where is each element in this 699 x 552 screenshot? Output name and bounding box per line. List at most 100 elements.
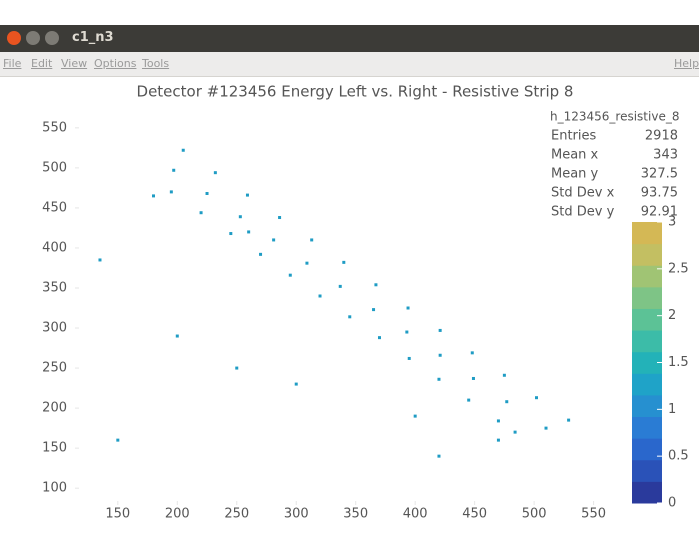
- data-point: [502, 373, 506, 377]
- data-point: [305, 261, 309, 265]
- color-bar-segment: [632, 308, 662, 331]
- y-tick-label: 350: [42, 280, 67, 295]
- data-point: [471, 376, 475, 380]
- y-tick-label: 250: [42, 361, 67, 376]
- color-bar-segment: [632, 265, 662, 288]
- x-tick-label: 400: [403, 507, 428, 522]
- data-point: [437, 377, 441, 381]
- stats-value: 92.91: [641, 205, 678, 220]
- data-point: [438, 328, 442, 332]
- z-tick-label: 3: [668, 215, 676, 230]
- stats-value: 327.5: [641, 167, 678, 182]
- data-point: [534, 396, 538, 400]
- data-point: [272, 238, 276, 242]
- stats-label: Entries: [551, 129, 597, 144]
- x-tick-label: 200: [165, 507, 190, 522]
- title-bar: c1_n3: [0, 25, 699, 52]
- z-tick-label: 2.5: [668, 261, 689, 276]
- menu-item[interactable]: Options: [94, 57, 137, 70]
- minimize-button[interactable]: [26, 31, 40, 45]
- x-tick-label: 150: [105, 507, 130, 522]
- y-tick-label: 300: [42, 321, 67, 336]
- y-tick-label: 200: [42, 401, 67, 416]
- data-point: [567, 418, 571, 422]
- menu-item[interactable]: View: [61, 57, 88, 70]
- data-point: [238, 215, 242, 219]
- x-tick-label: 250: [224, 507, 249, 522]
- data-point: [247, 230, 251, 234]
- data-point: [513, 430, 517, 434]
- data-point: [413, 414, 417, 418]
- color-bar-segment: [632, 351, 662, 374]
- menu-item[interactable]: Tools: [142, 57, 170, 70]
- color-bar-segment: [632, 243, 662, 266]
- y-tick-label: 400: [42, 240, 67, 255]
- y-tick-label: 150: [42, 441, 67, 456]
- data-point: [310, 238, 314, 242]
- color-bar-segment: [632, 286, 662, 309]
- data-point: [205, 191, 209, 195]
- z-tick-label: 1.5: [668, 355, 689, 370]
- data-point: [496, 419, 500, 423]
- data-point: [407, 356, 411, 360]
- stats-label: Std Dev x: [551, 186, 615, 201]
- data-point: [377, 336, 381, 340]
- color-bar-segment: [632, 330, 662, 353]
- data-point: [405, 330, 409, 334]
- stats-label: Mean y: [551, 167, 599, 182]
- y-tick-label: 450: [42, 200, 67, 215]
- color-bar-segment: [632, 416, 662, 439]
- x-tick-label: 300: [284, 507, 309, 522]
- data-point: [437, 454, 441, 458]
- y-tick-label: 550: [42, 120, 67, 135]
- data-point: [245, 193, 249, 197]
- data-point: [342, 260, 346, 264]
- y-tick-label: 500: [42, 160, 67, 175]
- stats-value: 93.75: [641, 186, 678, 201]
- data-point: [496, 438, 500, 442]
- stats-label: Std Dev y: [551, 205, 615, 220]
- x-tick-label: 550: [581, 507, 606, 522]
- data-point: [318, 294, 322, 298]
- x-tick-label: 450: [462, 507, 487, 522]
- data-point: [213, 171, 217, 175]
- data-point: [544, 426, 548, 430]
- data-point: [175, 334, 179, 338]
- menu-item[interactable]: Help: [674, 57, 699, 70]
- x-tick-label: 350: [343, 507, 368, 522]
- maximize-button[interactable]: [45, 31, 59, 45]
- data-point: [348, 315, 352, 319]
- stats-label: Mean x: [551, 148, 599, 163]
- data-point: [470, 351, 474, 355]
- data-point: [438, 353, 442, 357]
- data-point: [199, 211, 203, 215]
- color-bar-segment: [632, 373, 662, 396]
- z-tick-label: 0.5: [668, 449, 689, 464]
- color-bar-segment: [632, 481, 662, 504]
- stats-value: 343: [653, 148, 678, 163]
- color-bar-segment: [632, 438, 662, 461]
- data-point: [372, 308, 376, 312]
- close-button[interactable]: [7, 31, 21, 45]
- data-point: [505, 400, 509, 404]
- data-point: [259, 252, 263, 256]
- menu-item[interactable]: File: [3, 57, 22, 70]
- data-point: [169, 190, 173, 194]
- data-point: [467, 398, 471, 402]
- data-point: [338, 284, 342, 288]
- data-point: [152, 194, 156, 198]
- data-point: [278, 216, 282, 220]
- stats-name: h_123456_resistive_8: [550, 110, 679, 124]
- stats-box: [547, 107, 693, 223]
- color-bar-segment: [632, 222, 662, 245]
- data-point: [116, 438, 120, 442]
- color-bar-segment: [632, 459, 662, 482]
- canvas: Detector #123456 Energy Left vs. Right -…: [42, 83, 693, 522]
- color-bar-segment: [632, 394, 662, 418]
- stats-value: 2918: [645, 129, 678, 144]
- chart-title: Detector #123456 Energy Left vs. Right -…: [137, 83, 574, 101]
- y-tick-label: 100: [42, 481, 67, 496]
- menu-item[interactable]: Edit: [31, 57, 53, 70]
- data-point: [406, 306, 410, 310]
